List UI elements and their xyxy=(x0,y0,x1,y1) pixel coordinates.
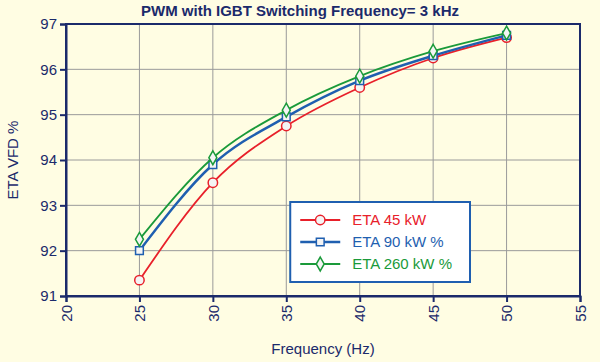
marker xyxy=(135,275,144,284)
x-tick-label: 35 xyxy=(278,305,295,322)
x-tick: 20 xyxy=(58,296,75,322)
y-tick-mark xyxy=(60,69,66,71)
y-axis: 91 92 93 94 95 96 97 xyxy=(40,15,66,304)
y-tick: 93 xyxy=(40,197,66,214)
y-tick-label: 91 xyxy=(40,287,57,304)
legend-label: ETA 45 kW xyxy=(352,211,427,228)
marker xyxy=(208,178,217,187)
y-tick-label: 94 xyxy=(40,151,57,168)
y-tick: 97 xyxy=(40,15,66,32)
x-axis-title: Frequency (Hz) xyxy=(271,340,374,357)
x-tick-label: 55 xyxy=(572,305,589,322)
x-tick: 50 xyxy=(498,296,515,322)
legend-marker xyxy=(316,238,324,246)
y-tick: 91 xyxy=(40,287,66,304)
legend: ETA 45 kW ETA 90 kW % ETA 260 kW % xyxy=(290,202,470,282)
x-tick-label: 50 xyxy=(498,305,515,322)
marker xyxy=(282,103,290,117)
x-tick-mark xyxy=(139,296,141,302)
x-tick-mark xyxy=(433,296,435,302)
marker xyxy=(135,232,143,246)
marker xyxy=(429,44,437,58)
legend-box xyxy=(290,202,470,282)
y-tick-mark xyxy=(60,296,66,298)
legend-label: ETA 90 kW % xyxy=(352,233,443,250)
y-tick-mark xyxy=(60,205,66,207)
background xyxy=(0,0,600,362)
legend-entry: ETA 260 kW % xyxy=(300,255,452,272)
plot-frame xyxy=(66,24,580,296)
legend-marker xyxy=(316,257,324,271)
y-tick: 94 xyxy=(40,151,66,168)
y-tick: 92 xyxy=(40,242,66,259)
x-tick-mark xyxy=(359,296,361,302)
y-axis-line xyxy=(60,25,67,297)
y-tick-label: 96 xyxy=(40,61,57,78)
grid-line xyxy=(66,69,580,70)
marker xyxy=(209,151,217,165)
marker xyxy=(136,247,144,255)
x-tick-label: 20 xyxy=(58,305,75,322)
x-tick: 25 xyxy=(131,296,148,322)
x-tick: 45 xyxy=(425,296,442,322)
marker xyxy=(282,121,291,130)
y-axis-title: ETA VFD % xyxy=(4,121,21,200)
legend-entry: ETA 90 kW % xyxy=(300,233,443,250)
x-tick-label: 25 xyxy=(131,305,148,322)
x-tick: 55 xyxy=(572,296,589,322)
x-tick: 30 xyxy=(205,296,222,322)
y-tick-mark xyxy=(60,114,66,116)
y-tick-mark xyxy=(60,250,66,252)
x-tick-label: 45 xyxy=(425,305,442,322)
x-axis-line xyxy=(67,297,581,303)
chart: 20 25 30 35 40 45 50 55 91 92 93 94 95 96 97 PWM with I… xyxy=(0,0,600,362)
x-tick-mark xyxy=(286,296,288,302)
x-tick-label: 30 xyxy=(205,305,222,322)
marker xyxy=(356,69,364,83)
chart-title: PWM with IGBT Switching Frequency= 3 kHz xyxy=(141,2,459,19)
plot-area xyxy=(135,26,512,285)
y-tick: 96 xyxy=(40,61,66,78)
x-tick-mark xyxy=(212,296,214,302)
legend-entry: ETA 45 kW xyxy=(300,211,427,228)
y-tick-label: 95 xyxy=(40,106,57,123)
legend-label: ETA 260 kW % xyxy=(352,255,452,272)
y-tick-label: 93 xyxy=(40,197,57,214)
y-tick-mark xyxy=(60,160,66,162)
x-tick: 35 xyxy=(278,296,295,322)
marker xyxy=(503,26,511,40)
x-axis: 20 25 30 35 40 45 50 55 xyxy=(58,296,589,322)
y-tick: 95 xyxy=(40,106,66,123)
x-tick: 40 xyxy=(351,296,368,322)
x-tick-label: 40 xyxy=(351,305,368,322)
grid-line xyxy=(66,160,580,161)
y-tick-label: 97 xyxy=(40,15,57,32)
grid-line xyxy=(66,114,580,115)
y-tick-mark xyxy=(60,24,66,26)
x-tick-mark xyxy=(506,296,508,302)
x-tick-mark xyxy=(580,296,582,302)
grid xyxy=(66,24,580,296)
legend-marker xyxy=(316,215,325,224)
y-tick-label: 92 xyxy=(40,242,57,259)
